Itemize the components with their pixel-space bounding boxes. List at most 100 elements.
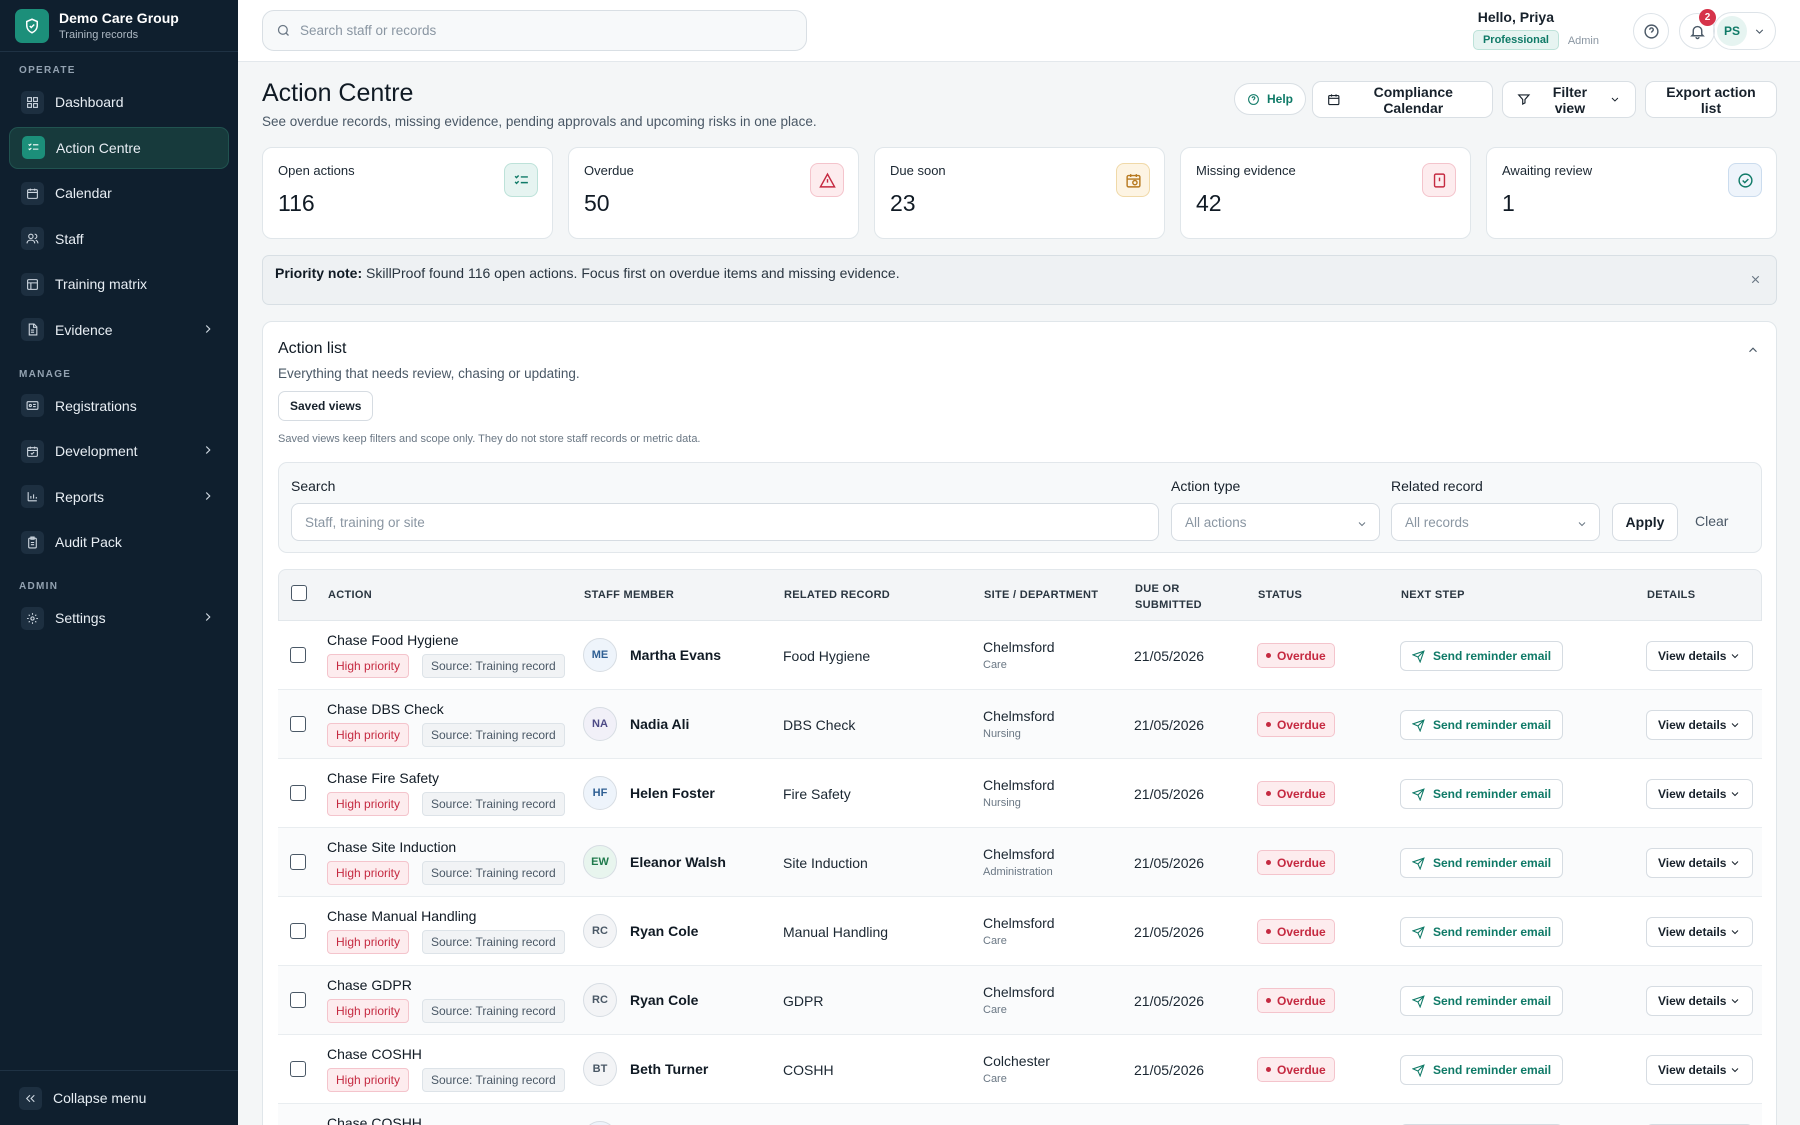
view-details-button[interactable]: View details: [1646, 1055, 1753, 1085]
export-action-list-button[interactable]: Export action list: [1645, 81, 1777, 118]
stat-card-due-soon[interactable]: Due soon 23: [874, 147, 1165, 239]
send-reminder-button[interactable]: Send reminder email: [1400, 986, 1564, 1016]
send-reminder-label: Send reminder email: [1433, 649, 1552, 663]
page-title: Action Centre: [262, 79, 414, 107]
view-details-button[interactable]: View details: [1646, 710, 1753, 740]
table-row[interactable]: Chase GDPR High priority Source: Trainin…: [278, 966, 1762, 1035]
view-details-button[interactable]: View details: [1646, 986, 1753, 1016]
view-details-button[interactable]: View details: [1646, 917, 1753, 947]
select-all-checkbox[interactable]: [291, 585, 307, 601]
related-record: GDPR: [783, 993, 824, 1009]
sidebar-item-development[interactable]: Development: [9, 430, 229, 472]
priority-note-label: Priority note:: [275, 265, 363, 281]
department-name: Nursing: [983, 797, 1021, 809]
send-reminder-button[interactable]: Send reminder email: [1400, 848, 1564, 878]
send-reminder-button[interactable]: Send reminder email: [1400, 1055, 1564, 1085]
table-row[interactable]: Chase Site Induction High priority Sourc…: [278, 828, 1762, 897]
row-checkbox[interactable]: [290, 1061, 306, 1077]
send-reminder-button[interactable]: Send reminder email: [1400, 917, 1564, 947]
action-title[interactable]: Chase COSHH: [327, 1115, 422, 1125]
search-icon: [277, 24, 289, 36]
table-row[interactable]: Chase Manual Handling High priority Sour…: [278, 897, 1762, 966]
table-row[interactable]: Chase Fire Safety High priority Source: …: [278, 759, 1762, 828]
column-header-action[interactable]: ACTION: [328, 589, 372, 601]
filter-view-button[interactable]: Filter view: [1502, 81, 1636, 118]
staff-name[interactable]: Ryan Cole: [630, 923, 699, 939]
sidebar-item-dashboard[interactable]: Dashboard: [9, 81, 229, 123]
user-menu-button[interactable]: PS: [1713, 12, 1776, 50]
compliance-calendar-button[interactable]: Compliance Calendar: [1312, 81, 1493, 118]
view-details-button[interactable]: View details: [1646, 848, 1753, 878]
table-row[interactable]: Chase COSHH High priority Source: Traini…: [278, 1104, 1762, 1125]
source-badge: Source: Training record: [422, 1068, 565, 1092]
action-title[interactable]: Chase COSHH: [327, 1046, 422, 1062]
action-title[interactable]: Chase GDPR: [327, 977, 412, 993]
stat-card-awaiting-review[interactable]: Awaiting review 1: [1486, 147, 1777, 239]
due-date: 21/05/2026: [1134, 717, 1205, 733]
sidebar-item-label: Reports: [55, 488, 105, 505]
related-record-select[interactable]: All records: [1391, 503, 1600, 541]
action-type-select[interactable]: All actions: [1171, 503, 1380, 541]
send-reminder-button[interactable]: Send reminder email: [1400, 779, 1564, 809]
row-checkbox[interactable]: [290, 992, 306, 1008]
sidebar-item-reports[interactable]: Reports: [9, 476, 229, 518]
brand[interactable]: Demo Care Group Training records: [0, 0, 238, 52]
row-checkbox[interactable]: [290, 785, 306, 801]
saved-views-button[interactable]: Saved views: [278, 391, 374, 421]
clear-button[interactable]: Clear: [1695, 513, 1729, 529]
collapse-menu-button[interactable]: Collapse menu: [0, 1070, 238, 1125]
view-details-label: View details: [1658, 856, 1727, 870]
send-reminder-button[interactable]: Send reminder email: [1400, 710, 1564, 740]
sidebar-item-staff[interactable]: Staff: [9, 218, 229, 260]
row-checkbox[interactable]: [290, 854, 306, 870]
row-checkbox[interactable]: [290, 923, 306, 939]
column-header-related[interactable]: RELATED RECORD: [784, 589, 891, 601]
sidebar-item-settings[interactable]: Settings: [9, 597, 229, 639]
view-details-button[interactable]: View details: [1646, 779, 1753, 809]
chevron-up-icon[interactable]: [1746, 343, 1760, 357]
help-button[interactable]: Help: [1234, 83, 1307, 115]
action-title[interactable]: Chase Manual Handling: [327, 908, 477, 924]
help-circle-button[interactable]: [1633, 13, 1669, 49]
send-icon: [1412, 1063, 1425, 1077]
view-details-button[interactable]: View details: [1646, 641, 1753, 671]
column-header-next-step[interactable]: NEXT STEP: [1401, 589, 1465, 601]
staff-name[interactable]: Helen Foster: [630, 785, 715, 801]
stat-card-overdue[interactable]: Overdue 50: [568, 147, 859, 239]
row-checkbox[interactable]: [290, 716, 306, 732]
sidebar-item-evidence[interactable]: Evidence: [9, 309, 229, 351]
stat-card-open-actions[interactable]: Open actions 116: [262, 147, 553, 239]
staff-name[interactable]: Ryan Cole: [630, 992, 699, 1008]
action-title[interactable]: Chase Site Induction: [327, 839, 457, 855]
apply-button[interactable]: Apply: [1612, 503, 1678, 541]
table-row[interactable]: Chase DBS Check High priority Source: Tr…: [278, 690, 1762, 759]
column-header-details[interactable]: DETAILS: [1647, 589, 1696, 601]
action-type-label: Action type: [1171, 478, 1241, 494]
sidebar-item-calendar[interactable]: Calendar: [9, 172, 229, 214]
table-row[interactable]: Chase COSHH High priority Source: Traini…: [278, 1035, 1762, 1104]
sidebar-item-training-matrix[interactable]: Training matrix: [9, 263, 229, 305]
staff-name[interactable]: Nadia Ali: [630, 716, 690, 732]
send-icon: [1412, 787, 1425, 801]
row-checkbox[interactable]: [290, 647, 306, 663]
sidebar-item-audit-pack[interactable]: Audit Pack: [9, 521, 229, 563]
staff-name[interactable]: Eleanor Walsh: [630, 854, 726, 870]
notifications-button[interactable]: 2: [1679, 9, 1716, 49]
column-header-status[interactable]: STATUS: [1258, 589, 1303, 601]
column-header-site[interactable]: SITE / DEPARTMENT: [984, 589, 1099, 601]
column-header-due[interactable]: DUE OR SUBMITTED: [1135, 581, 1202, 613]
staff-name[interactable]: Beth Turner: [630, 1061, 709, 1077]
action-title[interactable]: Chase DBS Check: [327, 701, 444, 717]
sidebar-item-action-centre[interactable]: Action Centre: [9, 126, 229, 169]
staff-name[interactable]: Martha Evans: [630, 647, 722, 663]
search-filter-input[interactable]: Staff, training or site: [291, 503, 1159, 541]
table-row[interactable]: Chase Food Hygiene High priority Source:…: [278, 621, 1762, 690]
column-header-staff[interactable]: STAFF MEMBER: [584, 589, 675, 601]
sidebar-item-registrations[interactable]: Registrations: [9, 385, 229, 427]
action-title[interactable]: Chase Food Hygiene: [327, 632, 459, 648]
stat-card-missing-evidence[interactable]: Missing evidence 42: [1180, 147, 1471, 239]
close-icon[interactable]: [1749, 273, 1762, 286]
action-title[interactable]: Chase Fire Safety: [327, 770, 440, 786]
global-search-input[interactable]: Search staff or records: [262, 10, 807, 51]
send-reminder-button[interactable]: Send reminder email: [1400, 641, 1564, 671]
